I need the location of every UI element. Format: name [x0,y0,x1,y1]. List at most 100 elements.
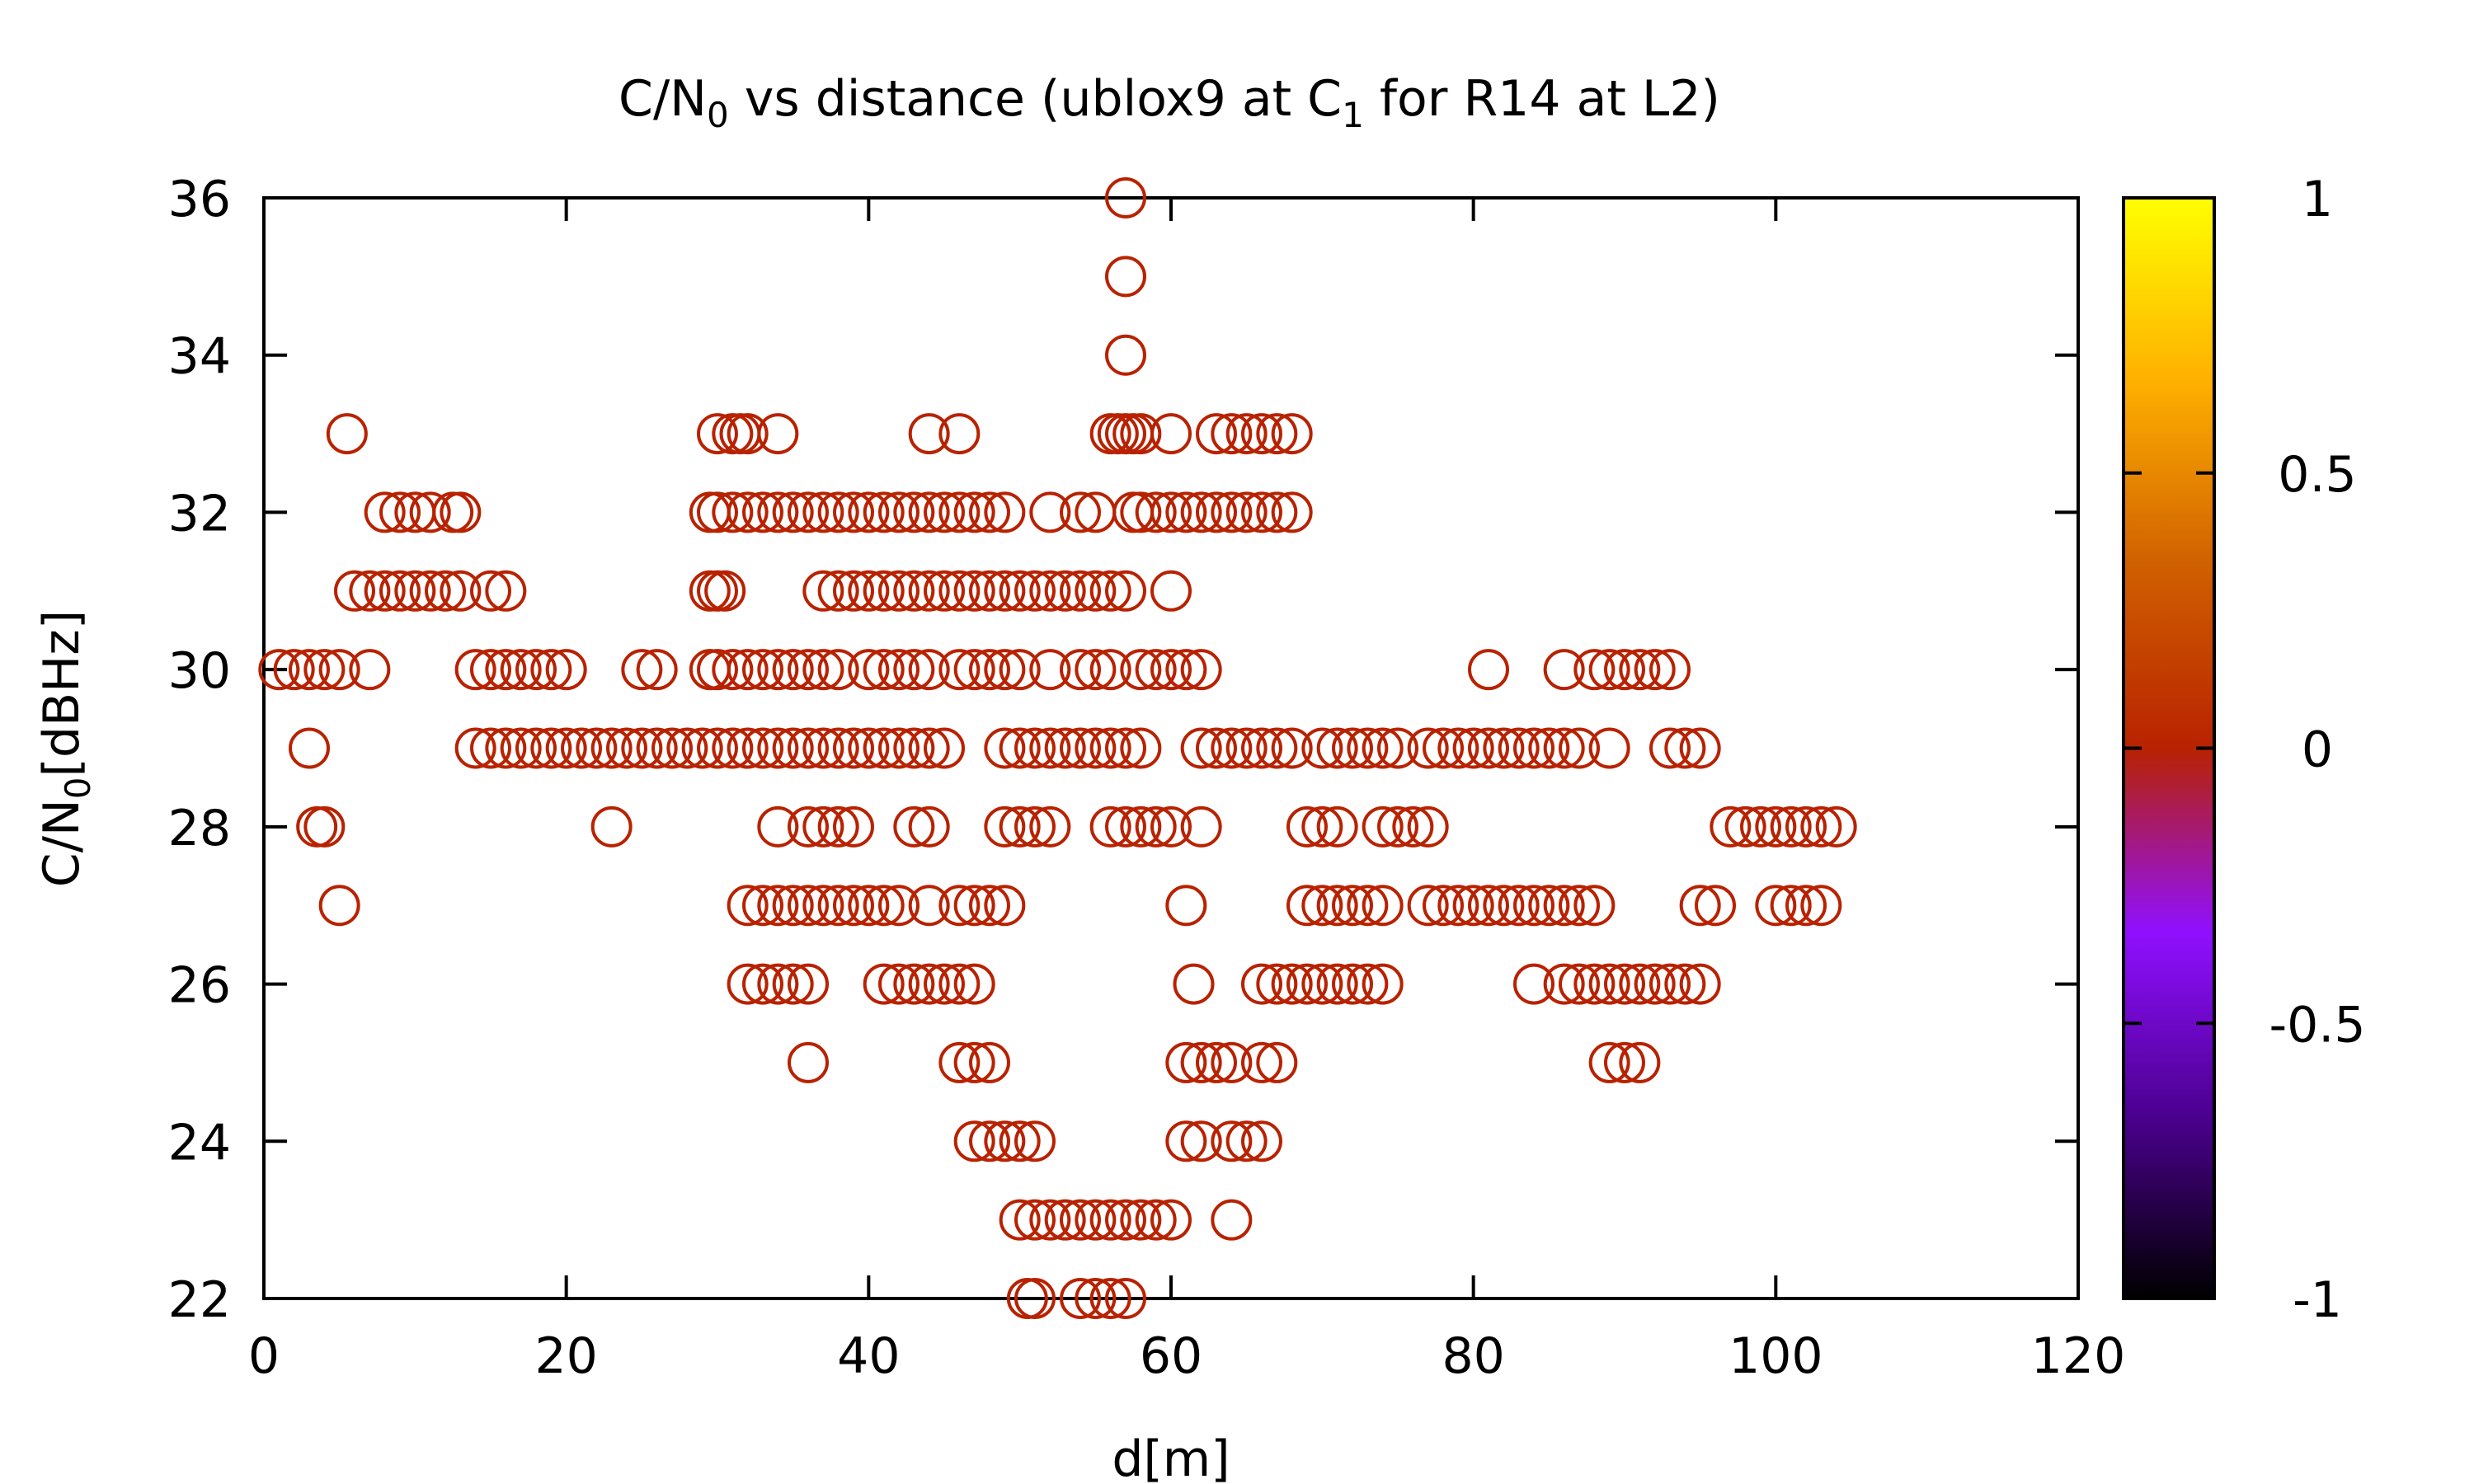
data-point [1060,570,1101,612]
data-point [697,570,738,612]
data-point [893,649,935,691]
data-point [1316,727,1358,769]
data-point [1301,727,1343,769]
data-point [924,570,965,612]
data-point [757,413,799,455]
data-point [1105,1278,1146,1319]
data-point [1573,649,1616,691]
data-point [1256,963,1298,1005]
data-point [1180,1041,1222,1083]
data-point [1392,805,1434,848]
data-point [1089,570,1131,612]
data-point [1089,727,1131,769]
data-point [1347,963,1389,1005]
data-point [1075,727,1117,769]
data-point [1588,727,1630,769]
data-point [802,885,844,927]
data-point [1316,805,1358,848]
data-point [1060,727,1101,769]
data-point [1211,413,1253,455]
data-point [833,727,874,769]
data-point [1180,727,1222,769]
data-point [1196,1041,1237,1083]
data-point [772,885,814,927]
data-point [953,649,995,691]
data-point [878,491,920,533]
data-point [757,885,799,927]
data-point [742,727,783,769]
data-point [848,885,890,927]
data-point [1089,1199,1131,1241]
data-point [1679,885,1721,927]
data-point [1271,491,1313,533]
y-tick-label: 36 [168,171,231,228]
data-point [924,963,965,1005]
data-point [454,727,496,769]
data-point [666,727,708,769]
data-point [969,649,1010,691]
data-point [1211,1041,1253,1083]
data-point [681,727,723,769]
x-axis: 0 20 40 60 80 100 120 [248,198,2125,1385]
data-point [1649,963,1691,1005]
data-point [1528,727,1570,769]
data-point [1800,885,1842,927]
data-point [1332,885,1373,927]
data-point [697,413,738,455]
data-point [530,649,572,691]
data-point [1150,413,1192,455]
data-point [969,570,1010,612]
data-point [788,491,829,533]
y-tick-label: 32 [168,485,231,542]
data-point [1211,727,1253,769]
data-point [1423,885,1464,927]
data-point [712,727,754,769]
y-tick-label: 22 [168,1271,231,1329]
data-point [1029,805,1071,848]
data-point [1120,649,1162,691]
data-point [878,570,920,612]
data-point [1089,805,1131,848]
data-point [1423,727,1464,769]
data-point [757,491,799,533]
data-point [1468,885,1509,927]
data-point [470,570,511,612]
data-point [848,727,890,769]
data-point [1150,649,1192,691]
data-point [1271,727,1313,769]
data-point [1256,413,1298,455]
data-point [984,885,1026,927]
data-point [908,413,950,455]
data-point [1089,649,1131,691]
data-point [802,649,844,691]
data-point [1150,1199,1192,1241]
data-point [1044,1199,1086,1241]
data-point [689,491,731,533]
data-point [409,570,451,612]
data-point [1211,1120,1253,1162]
data-point [984,1120,1026,1162]
data-point [953,1120,995,1162]
colorbar-axis: 1 0.5 0 -0.5 -1 [2124,171,2366,1329]
data-point [454,649,496,691]
data-point [636,649,678,691]
data-point [938,491,981,533]
data-point [1679,963,1721,1005]
data-point [364,570,406,612]
data-point [1332,727,1373,769]
x-tick-label: 120 [2031,1327,2126,1385]
data-point [1301,885,1343,927]
data-point [893,491,935,533]
data-point [863,491,905,533]
data-point [1180,805,1222,848]
data-point [727,885,769,927]
data-point [697,491,738,533]
data-point [1241,1041,1282,1083]
data-point [727,727,769,769]
data-point [1014,1199,1056,1241]
data-point [1029,1199,1071,1241]
data-point [515,649,557,691]
data-point [1513,885,1554,927]
data-point [1452,885,1494,927]
data-point [1029,570,1071,612]
